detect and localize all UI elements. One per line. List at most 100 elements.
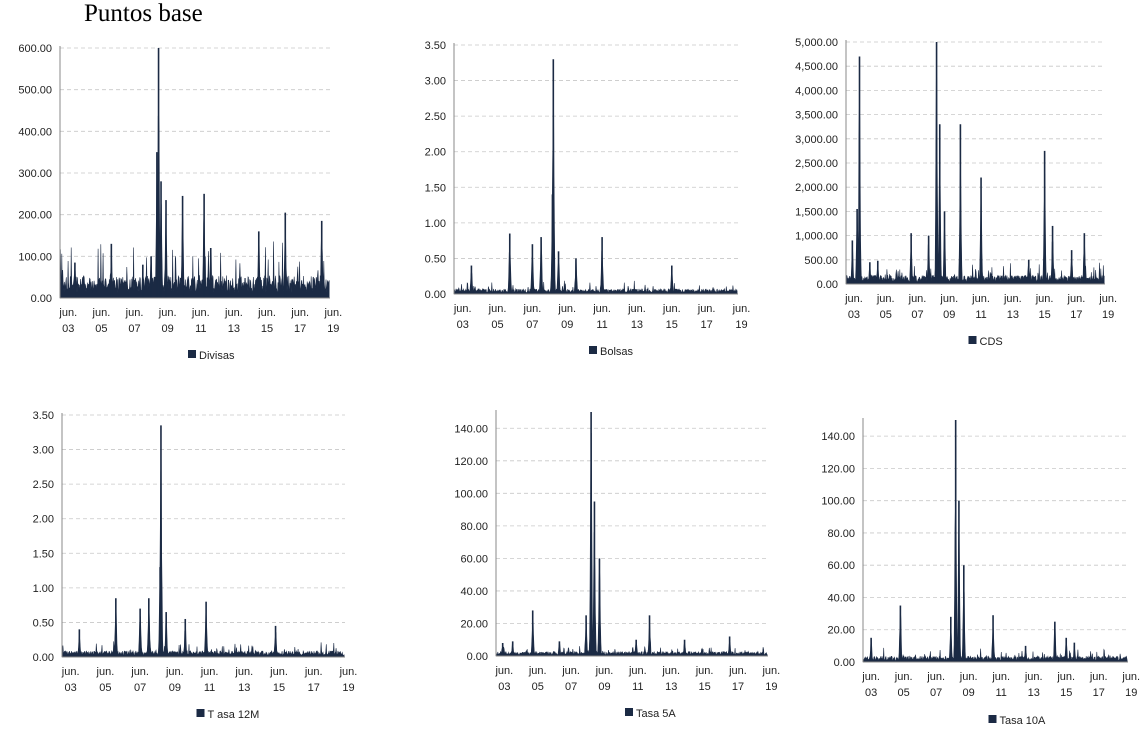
x-tick-year: 05: [99, 682, 111, 694]
x-tick-year: 15: [261, 323, 273, 335]
x-tick-year: 09: [162, 323, 174, 335]
y-tick-label: 2.50: [425, 111, 446, 123]
y-tick-label: 0.00: [817, 279, 838, 291]
y-tick-label: 2,000.00: [795, 182, 838, 194]
y-tick-label: 5,000.00: [795, 37, 838, 49]
x-tick-year: 11: [975, 309, 986, 321]
x-tick-year: 09: [561, 319, 573, 331]
x-tick-year: 17: [1093, 687, 1105, 699]
x-tick-year: 17: [732, 681, 744, 693]
x-tick-year: 09: [963, 687, 975, 699]
x-tick-year: 13: [1028, 687, 1040, 699]
x-tick-month: jun.: [595, 665, 614, 677]
x-tick-month: jun.: [234, 666, 253, 678]
x-tick-month: jun.: [561, 665, 580, 677]
x-tick-month: jun.: [592, 303, 611, 315]
x-tick-year: 05: [880, 309, 892, 321]
y-tick-label: 40.00: [827, 592, 855, 604]
x-tick-year: 17: [701, 319, 713, 331]
x-tick-month: jun.: [304, 666, 323, 678]
y-tick-label: 300.00: [18, 168, 52, 180]
x-tick-year: 03: [848, 309, 860, 321]
x-tick-month: jun.: [1024, 671, 1043, 683]
x-tick-year: 11: [632, 681, 643, 693]
y-tick-label: 4,000.00: [795, 85, 838, 97]
x-tick-month: jun.: [876, 293, 895, 305]
y-tick-label: 1.00: [425, 218, 446, 230]
x-tick-month: jun.: [61, 666, 80, 678]
x-tick-year: 15: [1038, 309, 1050, 321]
x-tick-month: jun.: [662, 303, 681, 315]
x-tick-year: 11: [195, 323, 206, 335]
y-tick-label: 3,500.00: [795, 110, 838, 122]
y-tick-label: 3,000.00: [795, 134, 838, 146]
legend-swatch: [188, 350, 196, 358]
y-tick-label: 0.50: [425, 253, 446, 265]
y-tick-label: 80.00: [460, 521, 488, 533]
x-tick-month: jun.: [991, 671, 1010, 683]
x-tick-year: 07: [134, 682, 146, 694]
y-tick-label: 200.00: [18, 210, 52, 222]
y-tick-label: 3.00: [33, 445, 54, 457]
legend-swatch: [625, 708, 633, 716]
x-tick-year: 19: [765, 681, 777, 693]
x-tick-month: jun.: [58, 307, 77, 319]
series-area: [61, 456, 345, 658]
y-tick-label: 500.00: [18, 85, 52, 97]
series-area: [495, 432, 768, 657]
y-tick-label: 0.00: [834, 657, 855, 669]
y-tick-label: 60.00: [460, 553, 488, 565]
legend-swatch: [589, 346, 597, 354]
y-tick-label: 60.00: [827, 560, 855, 572]
x-tick-year: 07: [526, 319, 538, 331]
x-tick-year: 19: [327, 323, 339, 335]
x-tick-month: jun.: [1067, 293, 1086, 305]
y-tick-label: 3.50: [425, 40, 446, 52]
x-tick-year: 15: [666, 319, 678, 331]
legend-label: Tasa 10A: [1000, 715, 1047, 727]
y-tick-label: 400.00: [18, 126, 52, 138]
x-tick-month: jun.: [453, 303, 472, 315]
page-title: Puntos base: [84, 0, 203, 27]
y-tick-label: 3.50: [33, 410, 54, 422]
chart-panel-bolsas: 0.00 0.50 1.00 1.50 2.00 2.50 3.00 3.50 jun. 03 ju…: [425, 40, 751, 358]
x-tick-month: jun.: [92, 307, 111, 319]
y-tick-label: 20.00: [460, 618, 488, 630]
x-tick-month: jun.: [125, 307, 144, 319]
x-tick-year: 09: [598, 681, 610, 693]
chart-panel-divisas: 0.00 100.00 200.00 300.00 400.00 500.00 600.00…: [18, 43, 342, 362]
x-tick-month: jun.: [200, 666, 219, 678]
chart-panel-tasa-12m: 0.00 0.50 1.00 1.50 2.00 2.50 3.00 3.50 jun. 03 ju…: [33, 410, 358, 721]
series-area: [59, 114, 330, 299]
x-tick-month: jun.: [627, 303, 646, 315]
x-tick-year: 13: [228, 323, 240, 335]
y-tick-label: 1,000.00: [795, 231, 838, 243]
x-tick-month: jun.: [761, 665, 780, 677]
x-tick-month: jun.: [191, 307, 210, 319]
y-tick-label: 40.00: [460, 586, 488, 598]
x-tick-month: jun.: [971, 293, 990, 305]
y-tick-label: 2,500.00: [795, 158, 838, 170]
x-tick-year: 13: [1007, 309, 1019, 321]
y-tick-label: 2.50: [33, 479, 54, 491]
y-tick-label: 4,500.00: [795, 61, 838, 73]
x-tick-month: jun.: [861, 671, 880, 683]
x-tick-year: 13: [631, 319, 643, 331]
x-tick-month: jun.: [557, 303, 576, 315]
x-tick-year: 11: [204, 682, 215, 694]
x-tick-month: jun.: [1089, 671, 1108, 683]
x-tick-year: 05: [491, 319, 503, 331]
chart-panel-tasa-5a: 0.00 20.00 40.00 60.00 80.00 100.00 120.00 140.…: [454, 410, 780, 720]
x-tick-month: jun.: [528, 665, 547, 677]
x-tick-year: 07: [911, 309, 923, 321]
x-tick-year: 19: [1125, 687, 1137, 699]
x-tick-year: 09: [169, 682, 181, 694]
x-tick-year: 05: [532, 681, 544, 693]
x-tick-month: jun.: [290, 307, 309, 319]
y-tick-label: 0.00: [31, 293, 52, 305]
x-tick-year: 19: [1102, 309, 1114, 321]
x-tick-year: 07: [565, 681, 577, 693]
x-tick-year: 15: [1060, 687, 1072, 699]
x-tick-month: jun.: [628, 665, 647, 677]
x-tick-year: 19: [342, 682, 354, 694]
